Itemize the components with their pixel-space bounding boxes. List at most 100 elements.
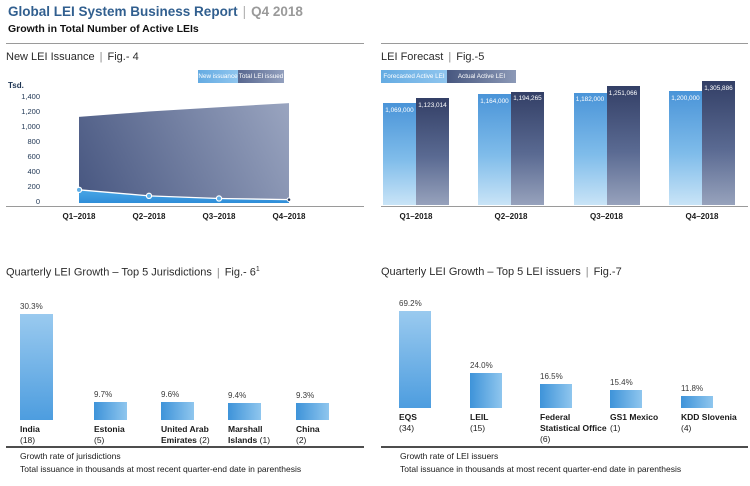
fig4-title-text: New LEI Issuance xyxy=(6,51,95,63)
fig6-bar xyxy=(94,402,127,420)
fig6-title: Quarterly LEI Growth – Top 5 Jurisdictio… xyxy=(6,266,260,279)
fig6-bar xyxy=(161,402,194,420)
fig6-footnote-1: Growth rate of jurisdictions xyxy=(20,451,121,461)
fig4-area-total-lei-issued xyxy=(79,103,289,200)
fig5-fig-label: Fig.-5 xyxy=(456,51,485,63)
fig7-fig-label: Fig.-7 xyxy=(593,266,622,278)
fig5-bar-value-forecast: 1,182,000 xyxy=(575,96,605,104)
fig5-x-axis-line xyxy=(381,206,748,207)
fig5-bar-value-actual: 1,123,014 xyxy=(418,101,447,109)
fig6-title-text: Quarterly LEI Growth – Top 5 Jurisdictio… xyxy=(6,266,212,279)
fig4-data-point-marker xyxy=(145,192,153,200)
fig4-data-point-marker xyxy=(75,186,83,194)
fig6-bar-category: India (18) xyxy=(20,424,40,445)
fig6-bar xyxy=(228,403,261,420)
fig4-y-axis-tick: 1,400 xyxy=(21,91,40,101)
fig7-bar-category: KDD Slovenia (4) xyxy=(681,412,737,433)
fig7-footnote-1: Growth rate of LEI issuers xyxy=(400,451,499,461)
fig7-bar xyxy=(610,390,642,408)
fig4-new-issuance-line xyxy=(78,189,290,201)
fig5-bar-forecast xyxy=(669,91,702,205)
report-title: Global LEI System Business Report | Q4 201… xyxy=(8,4,303,19)
fig5-x-axis-tick: Q1–2018 xyxy=(399,212,433,221)
fig4-data-point-marker xyxy=(215,195,223,202)
divider-top-right xyxy=(381,43,748,44)
fig4-y-axis-unit: Tsd. xyxy=(8,81,24,90)
fig4-x-axis-line xyxy=(6,206,364,207)
fig6-bar xyxy=(20,314,53,420)
fig5-title: LEI Forecast | Fig.-5 xyxy=(381,51,484,63)
divider-bottom-left xyxy=(6,446,364,448)
fig6-bar-category: Marshall Islands (1) xyxy=(228,424,271,445)
fig7-bar-category: GS1 Mexico (1) xyxy=(610,412,659,433)
fig5-bar-value-actual: 1,251,066 xyxy=(608,89,638,97)
fig5-bar-forecast xyxy=(383,103,416,205)
fig7-footnote-2: Total issuance in thousands at most rece… xyxy=(400,464,682,474)
fig4-y-axis-tick: 0 xyxy=(35,196,40,206)
fig5-x-axis-tick: Q4–2018 xyxy=(685,212,719,221)
fig5-bar-actual xyxy=(416,98,449,205)
fig4-y-axis-tick: 200 xyxy=(27,181,40,191)
fig4-title-pipe: | xyxy=(99,51,103,63)
fig4-x-axis-tick: Q1–2018 xyxy=(62,212,96,221)
fig5-x-axis-tick: Q3–2018 xyxy=(590,212,623,221)
fig4-y-axis-tick: 800 xyxy=(27,136,40,146)
fig5-bar-value-forecast: 1,200,000 xyxy=(671,94,700,102)
fig6-footnote-marker: 1 xyxy=(255,266,260,273)
fig7-bar xyxy=(470,373,502,408)
fig5-bar-value-actual: 1,305,886 xyxy=(704,84,733,92)
fig7-bar-value: 16.5% xyxy=(540,372,563,381)
fig6-bar-value: 9.3% xyxy=(296,391,315,400)
fig7-bar-value: 11.8% xyxy=(681,384,704,393)
fig4-y-axis-tick: 1,200 xyxy=(21,106,40,116)
fig6-bar-value: 9.6% xyxy=(161,390,180,399)
fig6-fig-label: Fig.- 6 xyxy=(224,266,256,279)
fig5-legend-item: Actual Active LEI xyxy=(447,70,516,83)
fig4-title: New LEI Issuance | Fig.- 4 xyxy=(6,51,139,63)
fig4-fig-label: Fig.- 4 xyxy=(107,51,139,63)
fig4-y-axis-tick: 600 xyxy=(27,151,40,161)
title-separator: | xyxy=(242,4,247,19)
fig5-bar-value-forecast: 1,164,000 xyxy=(480,97,509,105)
fig6-footnote-2: Total issuance in thousands at most rece… xyxy=(20,464,302,474)
fig7-bar-value: 69.2% xyxy=(399,299,422,308)
fig6-bar xyxy=(296,403,329,420)
fig5-bar-actual xyxy=(702,81,735,205)
fig4-y-axis-tick: 400 xyxy=(27,166,40,176)
fig4-y-axis-tick: 1,000 xyxy=(21,121,40,131)
fig4-x-axis-tick: Q3–2018 xyxy=(202,212,236,221)
fig4-x-axis-tick: Q2–2018 xyxy=(132,212,166,221)
fig7-bar-category: LEIL (15) xyxy=(470,412,489,433)
fig5-bar-actual xyxy=(606,86,640,205)
fig6-bar-category: United Arab Emirates (2) xyxy=(161,424,210,445)
fig4-legend-item: New issuance xyxy=(198,70,238,83)
fig4-data-point-marker xyxy=(286,197,292,202)
fig6-bar-category: China (2) xyxy=(296,424,320,445)
fig4-plot xyxy=(75,103,292,203)
report-period: Q4 2018 xyxy=(251,4,303,19)
fig5-bar-value-actual: 1,194,265 xyxy=(513,95,542,103)
fig4-area-new-issuance xyxy=(79,189,289,203)
fig6-bar-value: 30.3% xyxy=(20,302,43,311)
fig5-bar-value-forecast: 1,069,000 xyxy=(385,106,414,114)
fig5-x-axis-tick: Q2–2018 xyxy=(494,212,528,221)
fig7-title-text: Quarterly LEI Growth – Top 5 LEI issuers xyxy=(381,266,581,278)
fig7-bar xyxy=(399,311,431,408)
divider-top-left xyxy=(6,43,364,44)
fig5-bar-forecast xyxy=(478,94,511,205)
fig7-bar-value: 24.0% xyxy=(470,361,493,370)
fig6-bar-value: 9.7% xyxy=(94,390,113,399)
fig7-title-pipe: | xyxy=(585,266,589,278)
fig4-legend-item: Total LEI issued xyxy=(238,70,284,83)
fig6-title-pipe: | xyxy=(216,266,220,279)
fig5-bar-forecast xyxy=(573,92,607,205)
fig7-bar-category: Federal Statistical Office (6) xyxy=(540,412,607,444)
fig6-bar-category: Estonia (5) xyxy=(94,424,125,445)
report-subtitle: Growth in Total Number of Active LEIs xyxy=(8,23,199,35)
fig6-bar-value: 9.4% xyxy=(228,391,247,400)
fig7-bar-value: 15.4% xyxy=(610,378,633,387)
fig4-x-axis-tick: Q4–2018 xyxy=(272,212,306,221)
fig5-title-pipe: | xyxy=(448,51,452,63)
fig5-legend-item: Forecasted Active LEI xyxy=(381,70,447,83)
